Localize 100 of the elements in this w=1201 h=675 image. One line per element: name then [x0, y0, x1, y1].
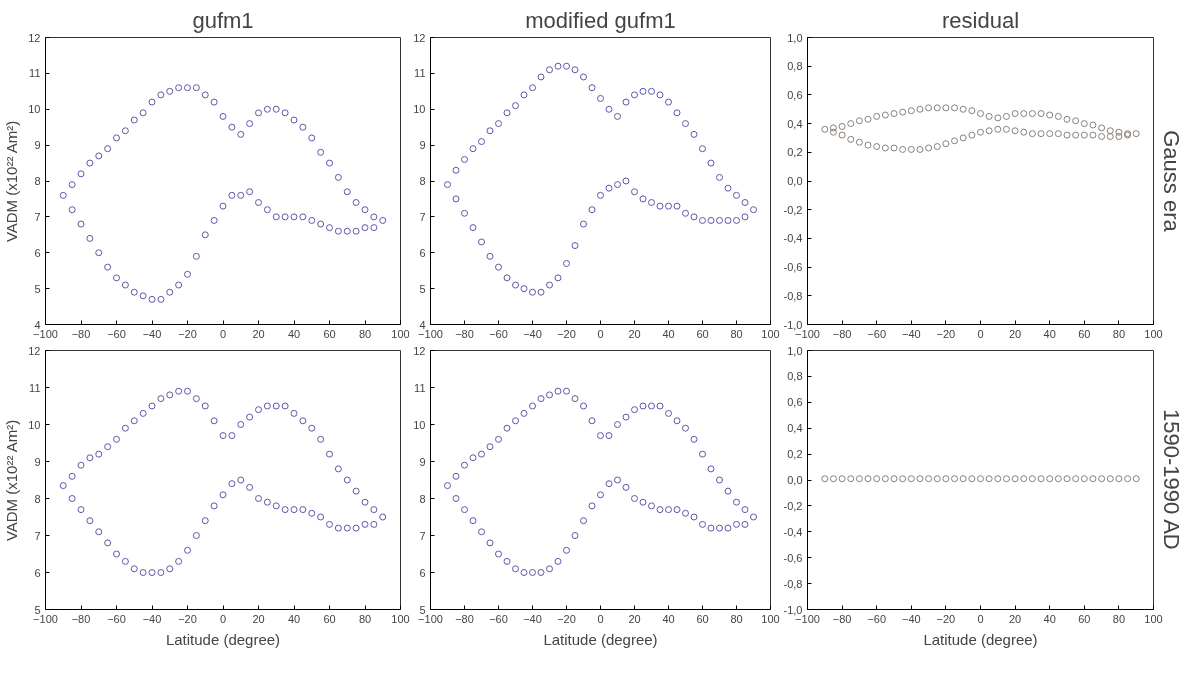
x-tick-label: −20 — [557, 612, 576, 625]
x-tick-label: 20 — [252, 327, 265, 340]
x-tick-label: −20 — [936, 612, 956, 625]
y-tick-label: 0,4 — [787, 422, 803, 435]
y-tick-label: 1,0 — [787, 31, 803, 44]
y-tick-label: 0,2 — [787, 146, 803, 159]
x-tick-label: 20 — [1008, 612, 1022, 625]
x-tick-label: 100 — [1144, 327, 1163, 340]
y-tick-label: -0,4 — [783, 232, 803, 245]
x-tick-label: 40 — [662, 612, 675, 625]
text: Gauss era — [1158, 130, 1184, 233]
y-tick-label: 1,0 — [787, 344, 803, 357]
x-tick-label: 40 — [1043, 612, 1056, 625]
y-tick-label: -0,4 — [783, 525, 803, 538]
y-tick-label: -0,8 — [783, 577, 803, 590]
y-tick-label: 11 — [29, 381, 41, 394]
x-axis-title: Latitude (degree) — [923, 630, 1038, 648]
y-tick-label: 0,4 — [787, 117, 803, 130]
y-tick-label: 0,6 — [787, 396, 803, 409]
y-tick-label: 12 — [413, 31, 426, 44]
y-tick-label: -0,6 — [783, 551, 803, 564]
y-tick-label: 0,2 — [787, 448, 803, 461]
x-tick-label: −20 — [936, 327, 956, 340]
x-tick-label: 0 — [219, 327, 227, 340]
y-tick-label: -1,0 — [783, 603, 803, 616]
x-tick-label: 60 — [696, 612, 709, 625]
x-tick-label: 40 — [662, 327, 675, 340]
x-tick-label: −80 — [71, 327, 91, 340]
chart-title: residual — [941, 7, 1020, 33]
x-tick-label: 80 — [358, 327, 372, 340]
x-tick-label: 20 — [252, 612, 265, 625]
x-tick-label: 40 — [287, 327, 301, 340]
y-tick-label: 7 — [34, 529, 41, 542]
y-tick-label: 9 — [34, 455, 41, 468]
y-tick-label: 6 — [419, 566, 426, 579]
x-tick-label: 100 — [761, 612, 780, 625]
x-tick-label: −80 — [832, 327, 852, 340]
x-tick-label: 20 — [628, 327, 641, 340]
x-tick-label: 20 — [1008, 327, 1022, 340]
x-tick-label: −60 — [107, 612, 126, 625]
x-tick-label: 0 — [219, 612, 227, 625]
y-tick-label: 9 — [419, 139, 426, 152]
x-tick-label: 0 — [597, 612, 604, 625]
x-tick-label: 80 — [1112, 327, 1126, 340]
y-tick-label: 12 — [413, 344, 426, 357]
y-tick-label: 5 — [419, 282, 426, 295]
x-tick-label: 60 — [323, 327, 336, 340]
x-tick-label: 80 — [730, 327, 743, 340]
x-tick-label: 80 — [730, 612, 743, 625]
x-tick-label: 60 — [696, 327, 709, 340]
x-tick-label: −60 — [867, 612, 887, 625]
y-tick-label: 9 — [419, 455, 426, 468]
y-tick-label: 0,0 — [787, 175, 803, 187]
y-tick-label: 8 — [34, 175, 41, 187]
x-tick-label: −80 — [832, 612, 852, 625]
y-tick-label: -0,2 — [783, 203, 803, 216]
y-tick-label: 0,8 — [787, 370, 803, 383]
text: 1590-1990 AD — [1158, 409, 1184, 550]
x-tick-label: 0 — [597, 327, 604, 340]
x-tick-label: −20 — [557, 327, 576, 340]
y-axis-title: VADM (x10²² Am²) — [3, 120, 21, 243]
x-tick-label: 40 — [1043, 327, 1056, 340]
y-tick-label: 6 — [34, 566, 41, 579]
y-tick-label: 9 — [34, 139, 41, 152]
x-tick-label: −40 — [523, 327, 542, 340]
y-tick-label: 0,8 — [787, 60, 803, 73]
y-tick-label: -0,6 — [783, 261, 803, 274]
x-tick-label: −80 — [455, 327, 474, 340]
x-tick-label: 0 — [977, 327, 984, 340]
y-tick-label: 10 — [413, 103, 426, 116]
x-tick-label: −20 — [178, 327, 197, 340]
y-tick-label: 7 — [34, 210, 41, 223]
x-tick-label: 60 — [323, 612, 336, 625]
y-tick-label: -0,2 — [783, 499, 803, 512]
x-tick-label: −80 — [71, 612, 91, 625]
x-tick-label: 100 — [761, 327, 780, 340]
x-tick-label: −40 — [901, 612, 921, 625]
x-tick-label: 100 — [1144, 612, 1163, 625]
x-tick-label: 60 — [1078, 327, 1091, 340]
y-tick-label: 8 — [419, 175, 426, 187]
x-axis-title: Latitude (degree) — [543, 630, 658, 648]
chart-title: gufm1 — [192, 7, 254, 33]
x-tick-label: −40 — [901, 327, 921, 340]
y-tick-label: 5 — [34, 282, 41, 295]
x-tick-label: 0 — [977, 612, 984, 625]
x-tick-label: −60 — [107, 327, 126, 340]
x-tick-label: −40 — [523, 612, 542, 625]
y-tick-label: -1,0 — [783, 318, 803, 331]
y-axis-title: VADM (x10²² Am²) — [3, 419, 21, 542]
x-tick-label: −40 — [142, 612, 162, 625]
y-tick-label: 11 — [414, 67, 426, 80]
x-tick-label: −80 — [455, 612, 474, 625]
x-tick-label: 100 — [391, 612, 410, 625]
y-tick-label: -0,8 — [783, 289, 803, 302]
x-tick-label: −60 — [489, 612, 508, 625]
x-tick-label: 60 — [1078, 612, 1091, 625]
y-tick-label: 7 — [419, 529, 426, 542]
x-tick-label: 80 — [358, 612, 372, 625]
chart-title: modified gufm1 — [525, 7, 676, 33]
y-tick-label: 12 — [28, 344, 41, 357]
